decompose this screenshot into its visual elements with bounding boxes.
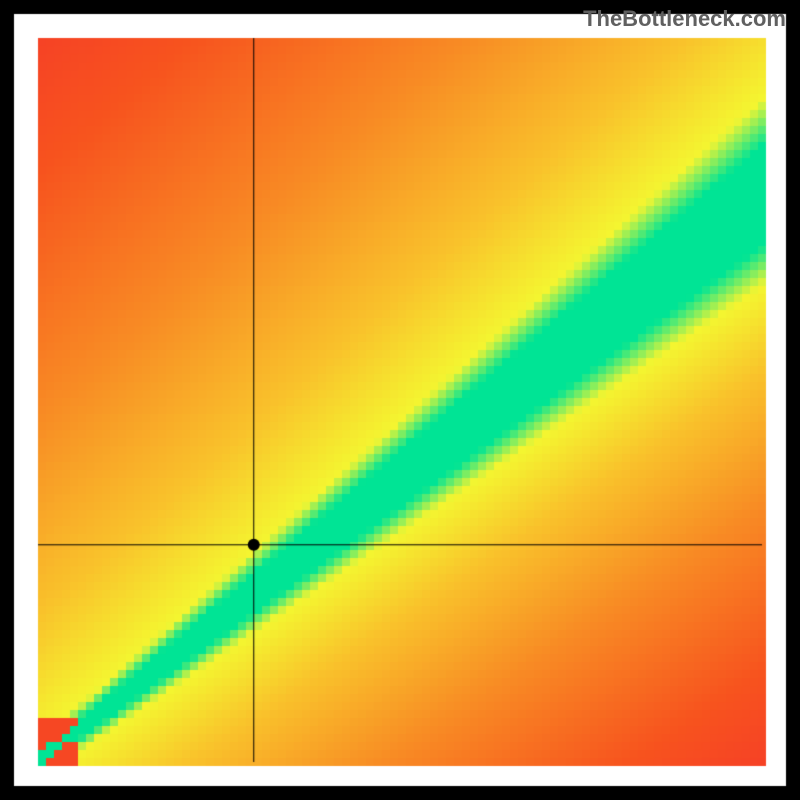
- heatmap-canvas: [0, 0, 800, 800]
- chart-container: TheBottleneck.com: [0, 0, 800, 800]
- watermark-text: TheBottleneck.com: [583, 6, 786, 32]
